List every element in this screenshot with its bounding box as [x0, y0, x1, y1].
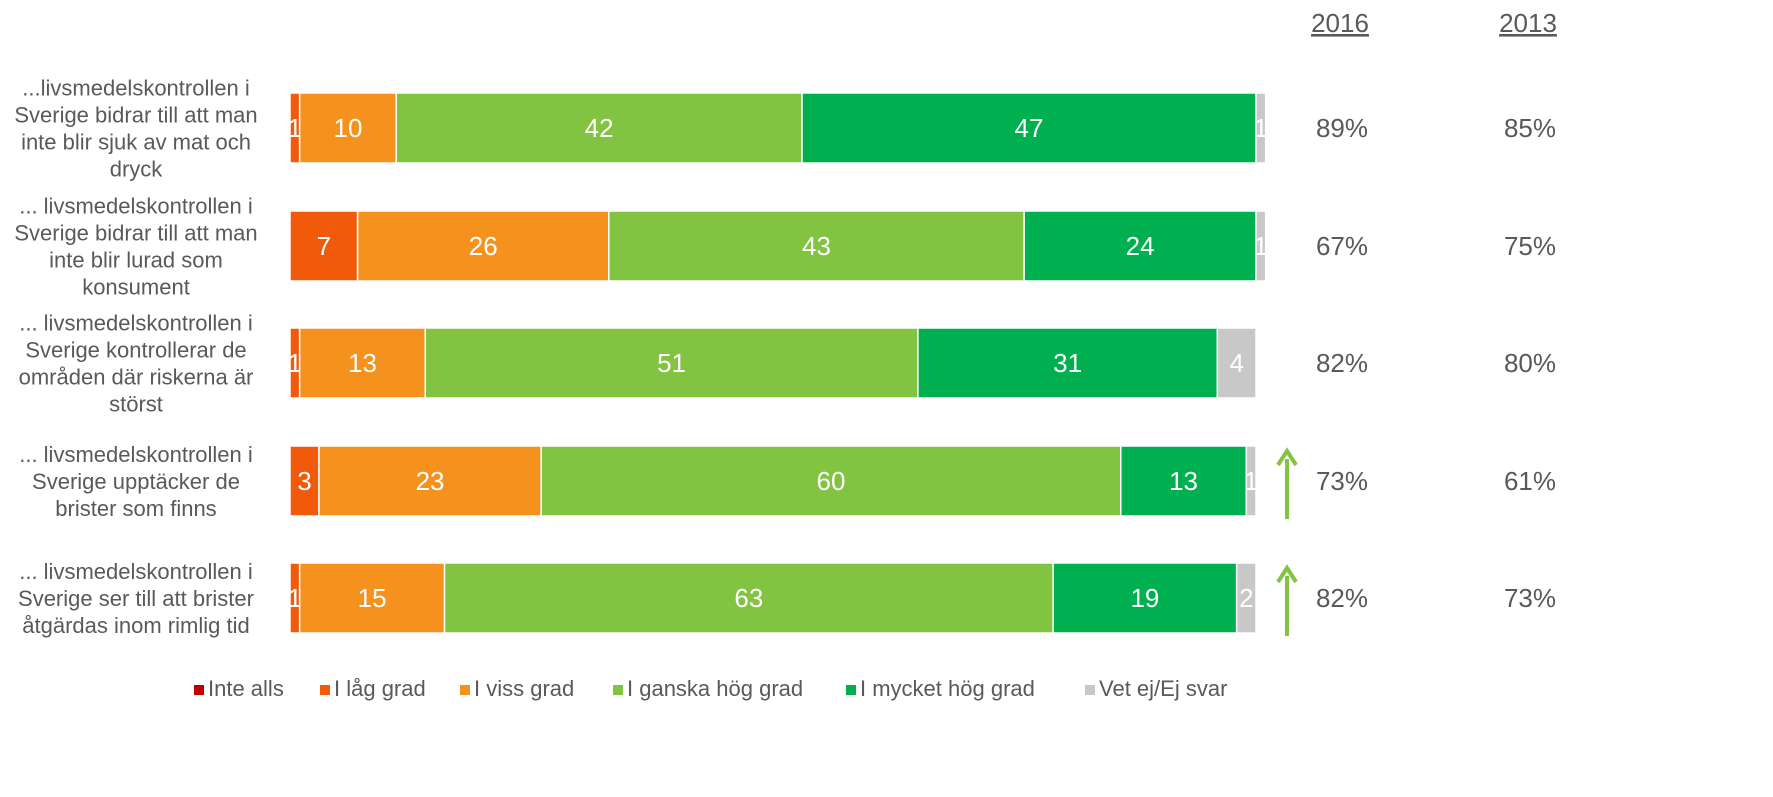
data-label: 2	[1239, 583, 1253, 613]
legend: Inte alls I låg grad I viss grad I ganska h…	[194, 676, 1227, 701]
category-label-line: ... livsmedelskontrollen i	[19, 442, 253, 467]
data-label: 3	[297, 466, 311, 496]
data-label: 13	[348, 348, 377, 378]
bars: 1 10 42 47 17 26 43 24 11 13 51 31 43 23 60 13 11 15 63 19 2	[288, 92, 1268, 634]
legend-entry: I ganska hög grad	[613, 676, 803, 701]
bar-segment	[298, 327, 426, 399]
bar-segment	[1255, 92, 1267, 164]
percent-2013: 80%	[1504, 348, 1556, 378]
category-label-line: Sverige ser till att brister	[18, 586, 254, 611]
bar-segment	[318, 445, 542, 517]
bar-segment	[1255, 210, 1267, 282]
bar-segment	[298, 92, 398, 164]
bar-segment	[1216, 327, 1257, 399]
category-label-line: Sverige bidrar till att man	[14, 221, 257, 246]
percent-2016: 67%	[1316, 231, 1368, 261]
data-label: 47	[1015, 113, 1044, 143]
data-label: 31	[1053, 348, 1082, 378]
percent-2016: 82%	[1316, 348, 1368, 378]
data-label: 10	[333, 113, 362, 143]
legend-swatch	[460, 685, 470, 695]
legend-swatch	[1085, 685, 1095, 695]
data-label: 60	[816, 466, 845, 496]
data-label: 26	[469, 231, 498, 261]
bar-segment	[1235, 562, 1257, 634]
data-label: 63	[734, 583, 763, 613]
legend-swatch	[613, 685, 623, 695]
category-label-line: åtgärdas inom rimlig tid	[22, 613, 249, 638]
category-label-line: ... livsmedelskontrollen i	[19, 194, 253, 219]
data-label: 43	[802, 231, 831, 261]
data-label: 42	[585, 113, 614, 143]
legend-swatch	[846, 685, 856, 695]
legend-label: I viss grad	[474, 676, 574, 701]
legend-entry: Vet ej/Ej svar	[1085, 676, 1227, 701]
category-label-line: Sverige bidrar till att man	[14, 103, 257, 128]
bar-segment	[443, 562, 1054, 634]
legend-entry: I låg grad	[320, 676, 426, 701]
bar-segment	[801, 92, 1257, 164]
data-label: 1	[288, 113, 302, 143]
data-label: 51	[657, 348, 686, 378]
category-label-line: inte blir sjuk av mat och	[21, 130, 251, 155]
legend-label: I mycket hög grad	[860, 676, 1035, 701]
category-label-line: ... livsmedelskontrollen i	[19, 559, 253, 584]
legend-label: Vet ej/Ej svar	[1099, 676, 1227, 701]
category-label-line: ... livsmedelskontrollen i	[19, 311, 253, 336]
data-label: 1	[1254, 113, 1268, 143]
legend-swatch	[320, 685, 330, 695]
bar-segment	[424, 327, 919, 399]
column-header-2013: 2013	[1499, 8, 1557, 38]
percent-2016: 89%	[1316, 113, 1368, 143]
legend-entry: I viss grad	[460, 676, 574, 701]
category-label-line: dryck	[110, 157, 164, 182]
data-label: 23	[416, 466, 445, 496]
percent-2013: 85%	[1504, 113, 1556, 143]
comparison-columns: 2016 2013 89% 85% 67% 75% 82% 80% 73% 61% 82% 73%	[1276, 8, 1557, 636]
trend-up-arrow-icon	[1276, 564, 1298, 636]
data-label: 1	[288, 348, 302, 378]
data-label: 19	[1130, 583, 1159, 613]
data-label: 1	[288, 583, 302, 613]
percent-2013: 73%	[1504, 583, 1556, 613]
bar-segment	[608, 210, 1025, 282]
column-header-2016: 2016	[1311, 8, 1369, 38]
bar-segment	[1023, 210, 1257, 282]
percent-2013: 61%	[1504, 466, 1556, 496]
category-label-line: konsument	[82, 275, 190, 300]
data-label: 4	[1229, 348, 1243, 378]
category-label-line: Sverige kontrollerar de	[25, 338, 246, 363]
data-label: 7	[317, 231, 331, 261]
category-label-line: Sverige upptäcker de	[32, 469, 240, 494]
trend-up-arrow-icon	[1276, 447, 1298, 519]
percent-2013: 75%	[1504, 231, 1556, 261]
data-label: 1	[1254, 231, 1268, 261]
legend-swatch	[194, 685, 204, 695]
legend-label: I ganska hög grad	[627, 676, 803, 701]
legend-entry: I mycket hög grad	[846, 676, 1035, 701]
category-label-line: störst	[109, 392, 163, 417]
category-label-line: ...livsmedelskontrollen i	[22, 76, 249, 101]
bar-segment	[540, 445, 1122, 517]
data-label: 13	[1169, 466, 1198, 496]
legend-label: Inte alls	[208, 676, 284, 701]
data-label: 15	[358, 583, 387, 613]
bar-segment	[1120, 445, 1248, 517]
bar-segment	[1052, 562, 1238, 634]
bar-segment	[1245, 445, 1257, 517]
legend-label: I låg grad	[334, 676, 426, 701]
bar-segment	[917, 327, 1219, 399]
percent-2016: 73%	[1316, 466, 1368, 496]
data-label: 1	[1244, 466, 1258, 496]
percent-2016: 82%	[1316, 583, 1368, 613]
legend-entry: Inte alls	[194, 676, 284, 701]
category-label-line: områden där riskerna är	[19, 365, 254, 390]
data-label: 24	[1126, 231, 1155, 261]
category-label-line: brister som finns	[55, 496, 216, 521]
bar-segment	[356, 210, 610, 282]
category-label-line: inte blir lurad som	[49, 248, 223, 273]
